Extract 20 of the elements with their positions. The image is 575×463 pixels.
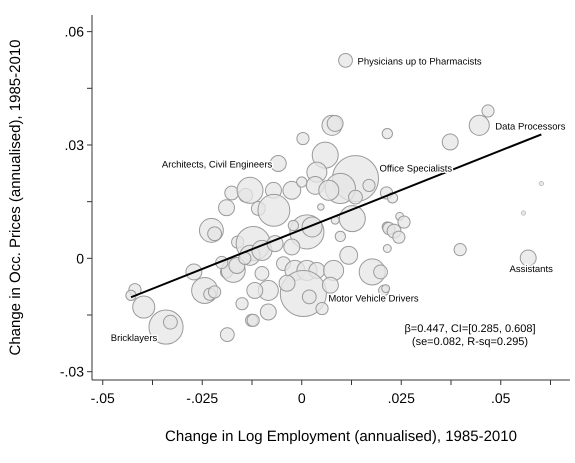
x-tick-label: .025: [388, 390, 416, 406]
x-tick-label: -.05: [90, 390, 116, 406]
annotation: Architects, Civil Engineers: [162, 159, 272, 170]
x-tick-label: -.025: [186, 390, 218, 406]
annotation: Bricklayers: [110, 333, 158, 344]
y-axis-title: Change in Occ. Prices (annualised), 1985-2010: [7, 39, 24, 356]
annotation: Motor Vehicle Drivers: [328, 293, 419, 304]
y-tick-label: .06: [64, 24, 84, 40]
annotation: Physicians up to Pharmacists: [358, 56, 482, 68]
annotation: Assistants: [510, 264, 554, 275]
annotation: Office Specialists: [379, 164, 452, 175]
y-tick-label: 0: [76, 250, 84, 266]
y-tick-label: -.03: [60, 364, 84, 380]
x-axis-title: Change in Log Employment (annualised), 1985-2010: [165, 428, 517, 445]
annotation: (se=0.082, R-sq=0.295): [412, 336, 528, 348]
annotation: Data Processors: [495, 121, 566, 132]
x-tick-label: .05: [491, 390, 511, 406]
x-tick-label: 0: [298, 390, 306, 406]
y-tick-label: .03: [64, 136, 84, 153]
annotation: β=0.447, CI=[0.285, 0.608]: [404, 323, 536, 335]
